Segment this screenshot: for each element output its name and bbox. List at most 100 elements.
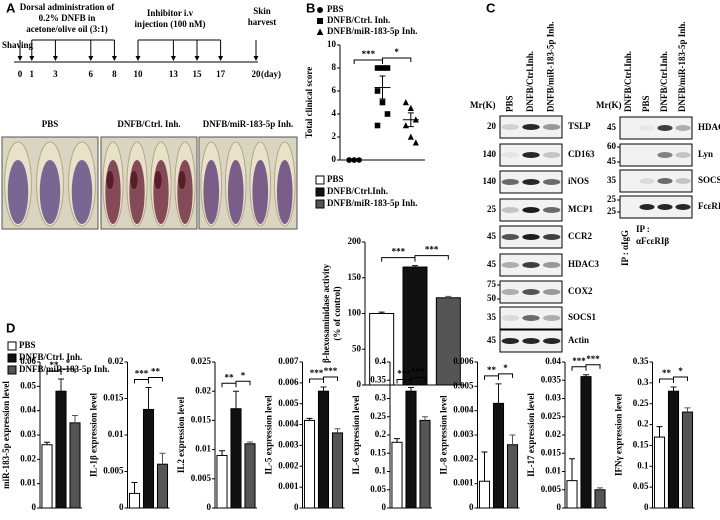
bar [216,454,228,509]
lesion [177,160,193,224]
y-tick-label: 0 [469,502,474,512]
protein-label: Actin [568,335,589,345]
y-axis-label: IL-8 expression level [439,395,449,475]
protein-label: COX2 [568,286,593,296]
y-tick-label: 0 [32,502,37,512]
y-axis-label: (% of control) [332,286,342,340]
lane-label: DNFB/Ctrl.Inh. [525,51,535,112]
mw-label: 25 [607,194,617,204]
marker [379,65,386,71]
bar [402,266,428,386]
significance-bracket [673,376,688,382]
band [522,315,540,321]
band [542,152,561,158]
legend-label: DNFB/miR-183-5p Inh. [327,198,418,208]
timeline-unit: (day) [261,69,281,79]
y-tick-label: 0.04 [545,356,561,366]
protein-label: TSLP [568,121,591,131]
error-bar [583,374,589,377]
band [675,204,691,210]
band [657,125,673,131]
significance-bracket [309,378,324,384]
marker [316,28,324,35]
band [522,262,540,268]
significance-bracket [60,368,76,374]
protein-label: Lyn [698,149,713,159]
y-tick-label: 0.015 [103,393,124,403]
y-tick-label: 8 [332,62,337,72]
significance-label: *** [324,366,338,376]
error-bar [247,441,253,444]
error-bar [394,438,400,443]
y-tick-label: 0.001 [453,478,474,488]
mw-label: 60 [607,141,617,151]
y-tick-label: 0.05 [633,481,649,491]
significance-bracket [571,366,587,371]
band [675,178,691,184]
protein-label: CD163 [568,149,595,159]
mw-label: 50 [487,293,497,303]
timeline-note: acetone/olive oil (3:1) [26,24,107,34]
protein-label: iNOS [568,176,589,186]
bar [41,444,53,509]
timeline-note: injection (100 nM) [135,19,206,29]
bar [478,480,491,509]
arrow-head [52,56,58,61]
timeline-day: 8 [112,69,117,79]
bar [566,480,578,509]
mw-label: 25 [487,204,497,214]
error-bar [509,434,516,445]
timeline-note: Dorsal administration of [20,2,116,12]
lesion [105,160,121,224]
y-tick-label: 0.03 [545,393,561,403]
legend-label: PBS [327,4,344,14]
band [501,179,520,185]
y-tick-label: 0.02 [20,453,36,463]
y-axis-label: IL-5 expression level [264,395,274,475]
panel-label: D [6,320,15,335]
y-tick-label: 0.2 [637,419,649,429]
bar [580,376,592,509]
bar [681,411,694,509]
lesion [276,160,293,224]
protein-label: CCR2 [568,231,592,241]
y-tick-label: 0.01 [545,466,561,476]
lesion [203,160,220,224]
protein-label: SOCS1 [698,175,720,185]
error-bar [495,383,502,404]
band [501,124,520,130]
ip-label: αFcεRIβ [636,236,669,246]
lane-label: DNFB/Ctrl.Inh. [659,51,669,112]
marker [317,7,323,13]
error-bar [597,487,603,490]
significance-label: *** [362,49,376,59]
y-tick-label: 0.001 [278,481,299,491]
significance-bracket [585,364,601,369]
mw-label: 45 [487,259,497,269]
significance-label: *** [425,245,439,255]
error-bar [306,417,313,421]
y-tick-label: 200 [348,236,362,246]
bar [55,390,67,509]
y-tick-label: 0.01 [195,444,211,454]
significance-bracket [221,382,237,388]
timeline-day: 0 [18,69,23,79]
mw-label: 25 [607,206,617,216]
band [501,289,520,295]
bar [435,297,461,386]
panel-label: B [306,0,315,15]
significance-label: * [394,47,399,57]
band [522,179,540,185]
ip-label: IP : [636,224,650,234]
band [639,178,655,184]
protein-label: HDAC3 [698,122,720,132]
lesion-spot [130,171,138,189]
band [501,234,520,240]
legend-swatch [315,187,325,197]
band [657,178,673,184]
significance-label: ** [50,360,60,370]
band [542,289,561,295]
y-tick-label: 0.25 [370,411,386,421]
band [522,124,540,130]
timeline-note: 0.2% DNFB in [39,13,96,23]
